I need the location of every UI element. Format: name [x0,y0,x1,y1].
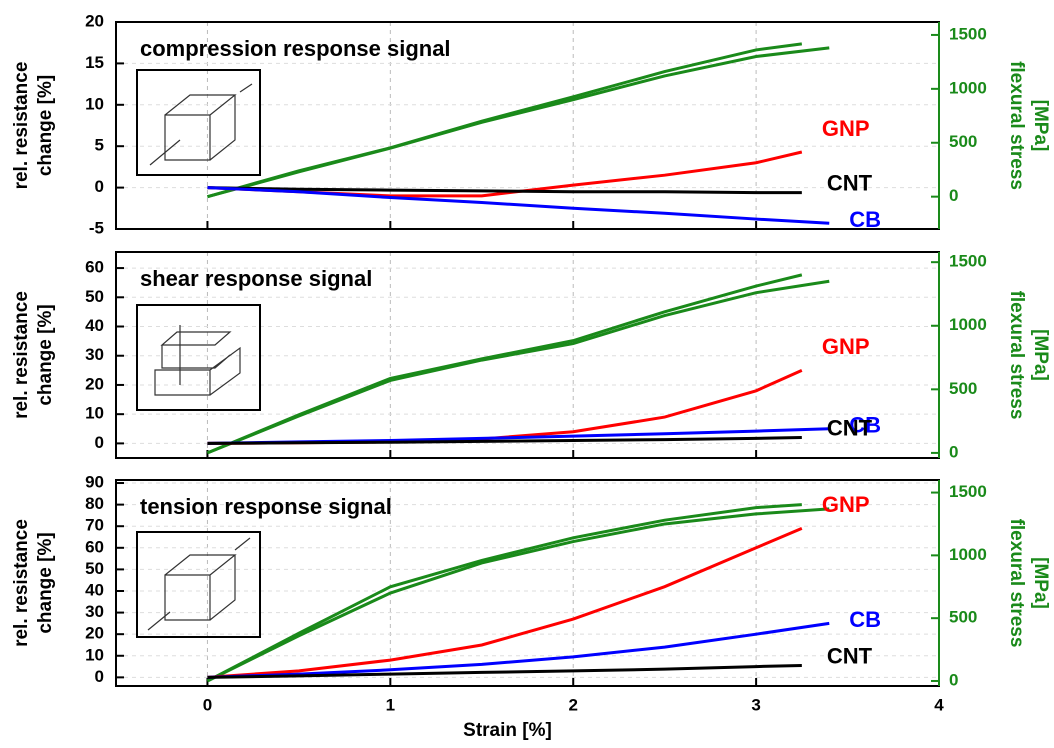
y-tick-label: 30 [85,345,104,364]
y2-tick-label: 0 [949,442,958,461]
data-line [207,621,830,679]
y-tick-label: 10 [85,645,104,664]
y-tick-label: 50 [85,287,104,306]
y-tick-label: 50 [85,559,104,578]
data-line [207,436,802,445]
y-tick-label: 60 [85,537,104,556]
data-line [207,186,802,195]
y-tick-label: 20 [85,624,104,643]
data-line [206,503,802,683]
y-tick-label: 80 [85,494,104,513]
series-label: CB [849,413,881,438]
y2-axis-label: flexural stress [1006,61,1027,190]
y-axis-label: rel. resistance [11,291,32,419]
y-tick-label: 0 [95,433,104,452]
y2-tick-label: 1000 [949,315,987,334]
data-line [207,663,802,679]
data-line [207,46,830,199]
x-tick-label: 3 [751,695,760,714]
series-label: GNP [822,116,870,141]
y-tick-label: -5 [89,218,104,237]
data-line [206,507,830,683]
y2-tick-label: 500 [949,608,977,627]
x-tick-label: 0 [203,695,212,714]
y-axis-label: rel. resistance [11,62,32,190]
y2-tick-label: 500 [949,379,977,398]
y2-tick-label: 1500 [949,252,987,271]
y2-tick-label: 1500 [949,482,987,501]
y-tick-label: 20 [85,11,104,30]
y-tick-label: 40 [85,316,104,335]
y2-tick-label: 1000 [949,545,987,564]
x-tick-label: 2 [568,695,577,714]
series-label: CNT [827,170,873,195]
series-label: GNP [822,334,870,359]
x-tick-label: 1 [386,695,395,714]
x-axis-label: Strain [%] [463,720,552,741]
x-tick-label: 4 [934,695,944,714]
series-label: CB [849,607,881,632]
y2-axis-label: [MPa] [1030,557,1051,609]
y2-axis-label: flexural stress [1006,291,1027,420]
y2-axis-label: [MPa] [1030,329,1051,381]
panel-title: compression response signal [140,36,451,61]
panel-title: tension response signal [140,494,392,519]
y-tick-label: 20 [85,374,104,393]
inset-figure [136,69,261,638]
series-label: CNT [827,643,873,668]
y2-tick-label: 1000 [949,78,987,97]
y-tick-label: 15 [85,53,104,72]
y2-tick-label: 0 [949,670,958,689]
y-tick-label: 70 [85,516,104,535]
y-axis-label: change [%] [35,532,56,633]
series-label: CNT [827,415,873,440]
y-axis-label: rel. resistance [11,519,32,647]
y-tick-label: 30 [85,602,104,621]
panel-title: shear response signal [140,266,372,291]
y-tick-label: 60 [85,258,104,277]
data-line [206,279,830,455]
y-tick-label: 5 [95,136,104,155]
y-tick-label: 0 [95,667,104,686]
y2-tick-label: 0 [949,186,958,205]
series-label: GNP [822,492,870,517]
y-axis-label: change [%] [35,75,56,176]
y2-axis-label: [MPa] [1030,100,1051,152]
y-tick-label: 10 [85,404,104,423]
data-line [207,526,803,679]
y-axis-label: change [%] [35,304,56,405]
series-label: CB [849,207,881,232]
data-line [206,273,803,455]
y2-tick-label: 500 [949,132,977,151]
y2-axis-label: flexural stress [1006,519,1027,648]
y-tick-label: 0 [95,177,104,196]
y-tick-label: 90 [85,473,104,492]
y-tick-label: 40 [85,580,104,599]
y-tick-label: 10 [85,94,104,113]
data-line [207,186,830,225]
y2-tick-label: 1500 [949,24,987,43]
